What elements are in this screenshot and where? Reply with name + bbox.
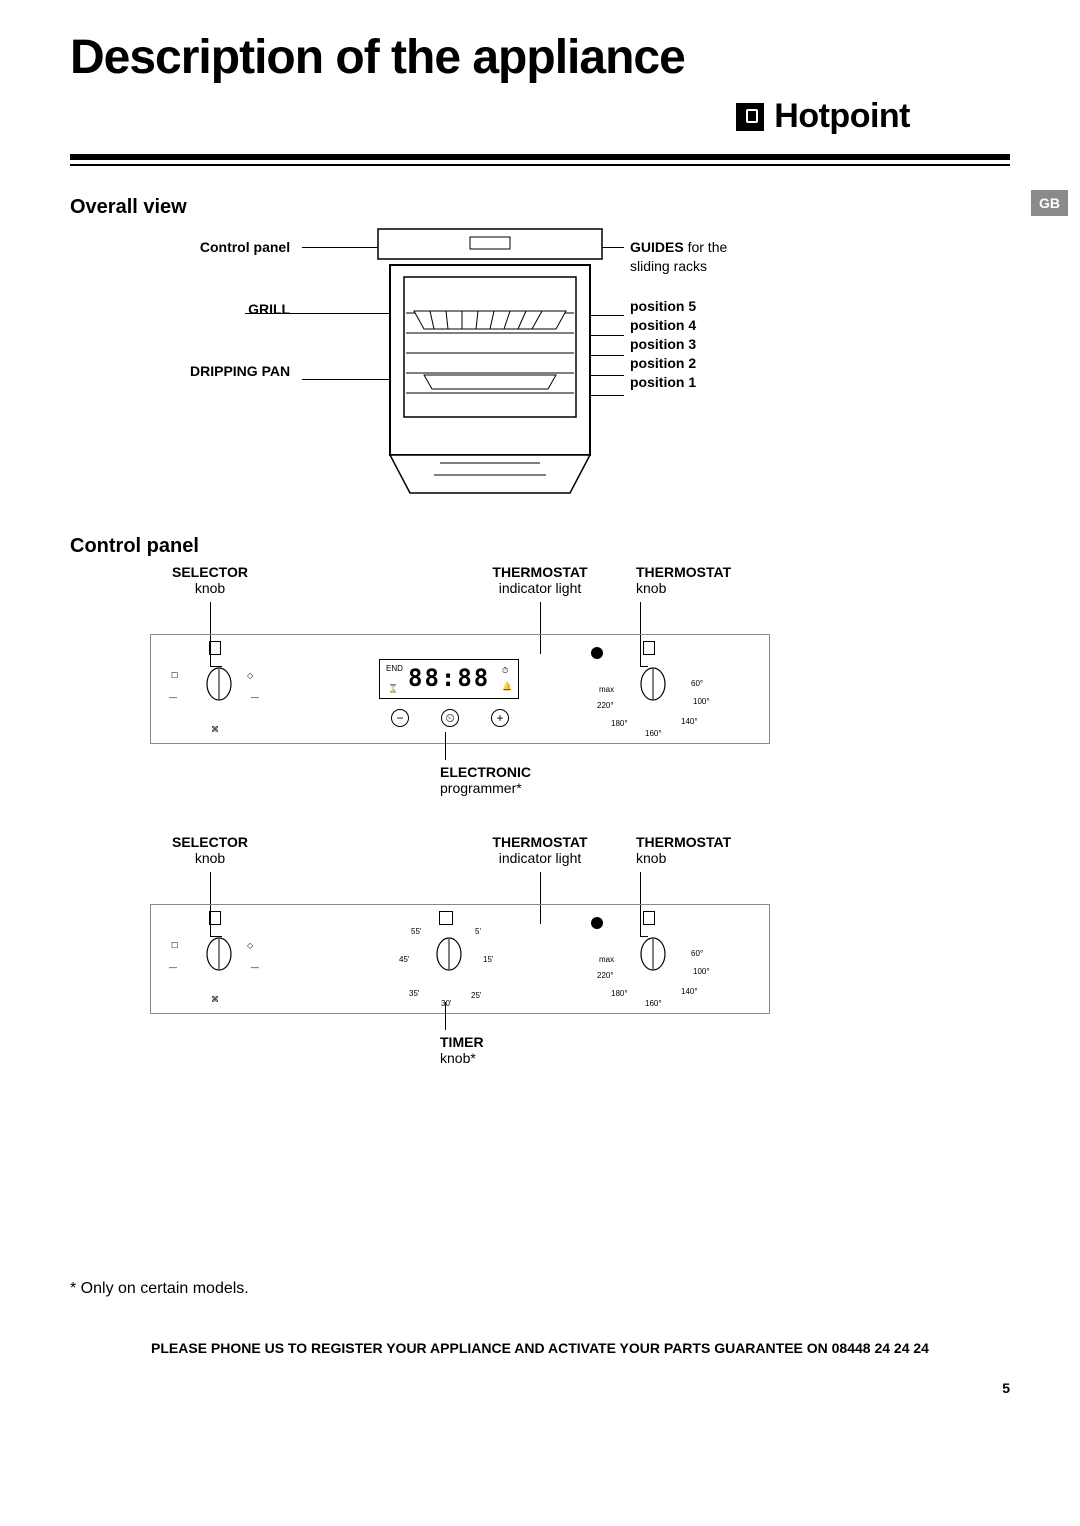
- mark-220: 220°: [597, 701, 614, 710]
- p2-mark-60: 60°: [691, 949, 703, 958]
- label-dripping-pan: DRIPPING PAN: [190, 363, 290, 379]
- p2-thermo-ind-sub: indicator light: [470, 850, 610, 866]
- p1-selector-bold: SELECTOR: [150, 564, 270, 580]
- overall-view-diagram: Control panel GRILL DRIPPING PAN GUIDES …: [70, 225, 1010, 525]
- p1-selector-sub: knob: [150, 580, 270, 596]
- thermostat-knob-icon: [635, 933, 671, 975]
- mark-15: 15': [483, 955, 493, 964]
- p1-thermo-ind-bold: THERMOSTAT: [470, 564, 610, 580]
- p2-thermo-knob-bold: THERMOSTAT: [636, 834, 770, 850]
- label-guides-line2: sliding racks: [630, 258, 727, 274]
- clock-button-icon: ⏲: [441, 709, 459, 727]
- page-title: Description of the appliance: [70, 30, 1010, 85]
- p1-thermo-knob-sub: knob: [636, 580, 770, 596]
- p1-bottom-sub: programmer*: [440, 780, 531, 796]
- p2-mark-220: 220°: [597, 971, 614, 980]
- thermostat-indicator-icon: [591, 647, 603, 659]
- p2-selector-sub: knob: [150, 850, 270, 866]
- label-pos4: position 4: [630, 317, 727, 333]
- plus-button-icon: +: [491, 709, 509, 727]
- p1-thermo-knob-bold: THERMOSTAT: [636, 564, 770, 580]
- selector-knob-icon: [201, 663, 237, 705]
- mark-140: 140°: [681, 717, 698, 726]
- label-pos5: position 5: [630, 298, 727, 314]
- header-rule: [70, 154, 1010, 166]
- mark-35: 35': [409, 989, 419, 998]
- p2-selector-bold: SELECTOR: [150, 834, 270, 850]
- minus-button-icon: −: [391, 709, 409, 727]
- oven-illustration: [370, 225, 610, 505]
- mark-5: 5': [475, 927, 481, 936]
- mark-25: 25': [471, 991, 481, 1000]
- control-panel-diagram-1: SELECTOR knob THERMOSTAT indicator light…: [70, 564, 1010, 824]
- page-number: 5: [1002, 1380, 1010, 1396]
- label-pos1: position 1: [630, 374, 727, 390]
- p2-mark-max: max: [599, 955, 614, 964]
- section-control-panel: Control panel: [70, 535, 1010, 558]
- p2-thermo-ind-bold: THERMOSTAT: [470, 834, 610, 850]
- p2-mark-140: 140°: [681, 987, 698, 996]
- hotpoint-icon: [736, 103, 764, 131]
- p2-bottom-sub: knob*: [440, 1050, 484, 1066]
- language-tab: GB: [1031, 190, 1068, 216]
- p1-thermo-ind-sub: indicator light: [470, 580, 610, 596]
- mark-160: 160°: [645, 729, 662, 738]
- thermostat-indicator-icon: [591, 917, 603, 929]
- thermostat-knob-icon: [635, 663, 671, 705]
- mark-180: 180°: [611, 719, 628, 728]
- mark-100: 100°: [693, 697, 710, 706]
- p1-bottom-bold: ELECTRONIC: [440, 764, 531, 780]
- label-guides-rest: for the: [684, 239, 728, 255]
- label-grill: GRILL: [248, 301, 290, 317]
- timer-knob-icon: [431, 933, 467, 975]
- mark-60: 60°: [691, 679, 703, 688]
- brand-logo: Hotpoint: [736, 97, 910, 136]
- label-guides-bold: GUIDES: [630, 239, 684, 255]
- control-panel-diagram-2: SELECTOR knob THERMOSTAT indicator light…: [70, 834, 1010, 1094]
- mark-max: max: [599, 685, 614, 694]
- label-pos2: position 2: [630, 355, 727, 371]
- p2-mark-160: 160°: [645, 999, 662, 1008]
- mark-55: 55': [411, 927, 421, 936]
- register-line: PLEASE PHONE US TO REGISTER YOUR APPLIAN…: [50, 1340, 1030, 1356]
- brand-text: Hotpoint: [774, 97, 910, 136]
- display-7seg: 88:88: [408, 664, 490, 692]
- p2-thermo-knob-sub: knob: [636, 850, 770, 866]
- section-overall-view: Overall view: [70, 196, 1010, 219]
- mark-45: 45': [399, 955, 409, 964]
- footnote: * Only on certain models.: [70, 1280, 249, 1298]
- p2-bottom-bold: TIMER: [440, 1034, 484, 1050]
- label-pos3: position 3: [630, 336, 727, 352]
- p2-mark-180: 180°: [611, 989, 628, 998]
- p2-mark-100: 100°: [693, 967, 710, 976]
- selector-knob-icon: [201, 933, 237, 975]
- mark-30: 30': [441, 999, 451, 1008]
- label-control-panel: Control panel: [200, 239, 290, 255]
